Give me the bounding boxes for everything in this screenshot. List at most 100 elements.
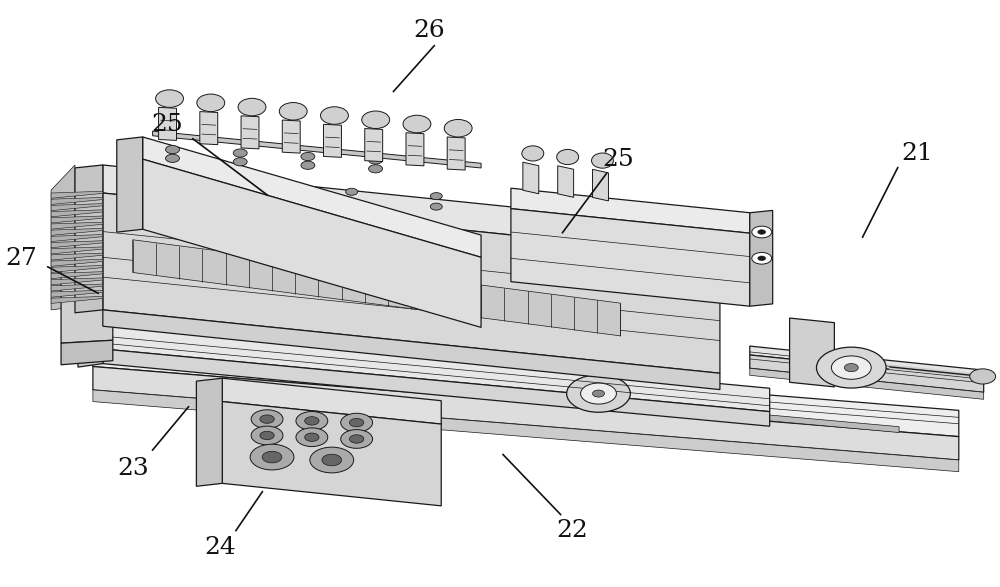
Polygon shape bbox=[750, 346, 984, 379]
Polygon shape bbox=[75, 165, 103, 313]
Circle shape bbox=[250, 444, 294, 470]
Polygon shape bbox=[93, 390, 959, 472]
Polygon shape bbox=[51, 278, 103, 285]
Text: 21: 21 bbox=[901, 142, 933, 165]
Polygon shape bbox=[200, 112, 218, 144]
Ellipse shape bbox=[362, 111, 390, 129]
Polygon shape bbox=[523, 162, 539, 194]
Circle shape bbox=[166, 146, 179, 154]
Polygon shape bbox=[78, 326, 103, 367]
Circle shape bbox=[233, 149, 247, 157]
Polygon shape bbox=[103, 193, 720, 373]
Text: 26: 26 bbox=[413, 19, 445, 42]
Polygon shape bbox=[511, 188, 750, 233]
Ellipse shape bbox=[197, 94, 225, 112]
Ellipse shape bbox=[279, 103, 307, 120]
Circle shape bbox=[322, 454, 342, 466]
Ellipse shape bbox=[592, 153, 613, 168]
Polygon shape bbox=[51, 197, 103, 204]
Polygon shape bbox=[159, 107, 176, 140]
Circle shape bbox=[176, 190, 188, 197]
Polygon shape bbox=[51, 296, 103, 303]
Circle shape bbox=[515, 197, 527, 204]
Polygon shape bbox=[51, 191, 103, 198]
Circle shape bbox=[816, 347, 886, 388]
Circle shape bbox=[260, 431, 274, 440]
Ellipse shape bbox=[403, 115, 431, 133]
Polygon shape bbox=[51, 216, 103, 223]
Ellipse shape bbox=[522, 146, 544, 161]
Polygon shape bbox=[51, 228, 103, 235]
Polygon shape bbox=[750, 210, 773, 306]
Polygon shape bbox=[103, 349, 770, 426]
Polygon shape bbox=[790, 318, 834, 387]
Circle shape bbox=[430, 203, 442, 210]
Circle shape bbox=[305, 417, 319, 425]
Circle shape bbox=[970, 369, 996, 384]
Polygon shape bbox=[51, 165, 75, 310]
Polygon shape bbox=[103, 310, 720, 390]
Circle shape bbox=[831, 356, 871, 379]
Circle shape bbox=[251, 426, 283, 445]
Polygon shape bbox=[51, 272, 103, 279]
Polygon shape bbox=[123, 356, 899, 433]
Ellipse shape bbox=[321, 107, 348, 124]
Polygon shape bbox=[365, 129, 383, 161]
Polygon shape bbox=[143, 137, 481, 257]
Text: 24: 24 bbox=[204, 536, 236, 559]
Ellipse shape bbox=[156, 90, 183, 107]
Polygon shape bbox=[61, 265, 113, 343]
Polygon shape bbox=[51, 259, 103, 266]
Text: 25: 25 bbox=[603, 147, 634, 171]
Polygon shape bbox=[196, 378, 222, 486]
Text: 27: 27 bbox=[5, 247, 37, 270]
Polygon shape bbox=[241, 116, 259, 149]
Ellipse shape bbox=[557, 150, 579, 164]
Circle shape bbox=[296, 411, 328, 430]
Circle shape bbox=[251, 410, 283, 429]
Circle shape bbox=[260, 415, 274, 423]
Circle shape bbox=[581, 383, 616, 404]
Circle shape bbox=[752, 226, 772, 238]
Polygon shape bbox=[117, 137, 143, 232]
Circle shape bbox=[369, 156, 383, 164]
Circle shape bbox=[758, 256, 766, 261]
Circle shape bbox=[567, 375, 630, 412]
Circle shape bbox=[844, 363, 858, 372]
Polygon shape bbox=[51, 265, 103, 272]
Polygon shape bbox=[103, 165, 720, 257]
Circle shape bbox=[176, 180, 188, 187]
Text: 22: 22 bbox=[557, 518, 588, 542]
Polygon shape bbox=[51, 247, 103, 254]
Circle shape bbox=[758, 230, 766, 234]
Polygon shape bbox=[222, 378, 441, 424]
Circle shape bbox=[296, 428, 328, 447]
Circle shape bbox=[301, 161, 315, 170]
Polygon shape bbox=[133, 239, 620, 336]
Polygon shape bbox=[51, 241, 103, 248]
Circle shape bbox=[752, 252, 772, 264]
Polygon shape bbox=[447, 137, 465, 170]
Polygon shape bbox=[51, 204, 103, 211]
Polygon shape bbox=[51, 253, 103, 260]
Polygon shape bbox=[51, 210, 103, 217]
Polygon shape bbox=[93, 340, 959, 437]
Circle shape bbox=[593, 390, 604, 397]
Polygon shape bbox=[51, 235, 103, 242]
Polygon shape bbox=[153, 131, 481, 168]
Circle shape bbox=[166, 154, 179, 163]
Ellipse shape bbox=[238, 98, 266, 116]
Polygon shape bbox=[51, 222, 103, 229]
Polygon shape bbox=[406, 133, 424, 166]
Polygon shape bbox=[61, 340, 113, 365]
Circle shape bbox=[305, 433, 319, 441]
Polygon shape bbox=[324, 124, 341, 157]
Circle shape bbox=[233, 158, 247, 166]
Polygon shape bbox=[103, 326, 770, 411]
Polygon shape bbox=[558, 166, 574, 197]
Circle shape bbox=[341, 430, 373, 448]
Circle shape bbox=[349, 435, 364, 443]
Circle shape bbox=[301, 153, 315, 161]
Polygon shape bbox=[282, 120, 300, 153]
Circle shape bbox=[261, 184, 273, 191]
